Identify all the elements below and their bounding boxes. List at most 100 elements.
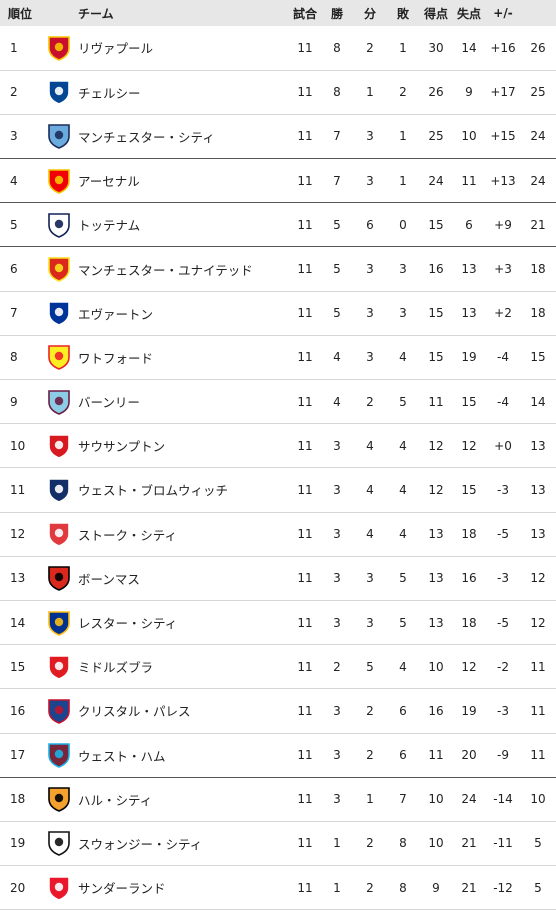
team-lost: 3 — [399, 306, 407, 321]
team-name[interactable]: バーンリー — [78, 395, 140, 411]
team-drawn: 3 — [366, 129, 374, 144]
team-drawn: 5 — [366, 659, 374, 674]
table-row[interactable]: 15 ミドルズブラ 11 2 5 4 10 12 -2 11 — [0, 645, 556, 689]
team-lost: 4 — [399, 438, 407, 453]
team-name[interactable]: ミドルズブラ — [78, 660, 154, 676]
team-name[interactable]: アーセナル — [78, 174, 140, 190]
table-row[interactable]: 9 バーンリー 11 4 2 5 11 15 -4 14 — [0, 380, 556, 424]
team-crest-cell — [40, 70, 78, 114]
stoke-city-crest-icon — [46, 521, 72, 548]
team-name[interactable]: サンダーランド — [78, 881, 166, 897]
team-goals-for: 26 — [428, 85, 444, 100]
header-goals-against[interactable]: 失点 — [456, 6, 481, 21]
table-row[interactable]: 11 ウェスト・ブロムウィッチ 11 3 4 4 12 15 -3 13 — [0, 468, 556, 513]
team-goals-for: 15 — [428, 217, 444, 232]
team-goals-for: 15 — [428, 350, 444, 365]
table-row[interactable]: 14 レスター・シティ 11 3 3 5 13 18 -5 12 — [0, 600, 556, 645]
team-name[interactable]: レスター・シティ — [78, 616, 178, 632]
team-goals-against: 10 — [461, 129, 477, 144]
table-row[interactable]: 12 ストーク・シティ 11 3 4 4 13 18 -5 13 — [0, 512, 556, 557]
team-name[interactable]: スウォンジー・シティ — [78, 836, 203, 852]
team-won: 4 — [333, 394, 341, 409]
team-name[interactable]: チェルシー — [78, 85, 141, 101]
team-goals-for: 10 — [428, 659, 444, 674]
team-played: 11 — [297, 438, 313, 453]
header-lost[interactable]: 敗 — [396, 6, 409, 21]
table-row[interactable]: 13 ボーンマス 11 3 3 5 13 16 -3 12 — [0, 556, 556, 601]
table-row[interactable]: 7 エヴァートン 11 5 3 3 15 13 +2 18 — [0, 291, 556, 336]
team-goals-for: 10 — [428, 836, 444, 851]
table-row[interactable]: 18 ハル・シティ 11 3 1 7 10 24 -14 10 — [0, 777, 556, 822]
table-row[interactable]: 16 クリスタル・パレス 11 3 2 6 16 19 -3 11 — [0, 689, 556, 733]
team-played: 11 — [297, 173, 313, 188]
team-lost: 5 — [399, 615, 407, 630]
team-goals-for: 16 — [428, 262, 444, 277]
team-name[interactable]: トッテナム — [78, 218, 141, 234]
team-lost: 4 — [399, 350, 407, 365]
table-row[interactable]: 1 リヴァプール 11 8 2 1 30 14 +16 26 — [0, 26, 556, 71]
header-points[interactable] — [520, 0, 556, 26]
team-name[interactable]: エヴァートン — [78, 306, 154, 322]
liverpool-crest-icon — [46, 35, 72, 61]
team-drawn: 3 — [366, 306, 374, 321]
header-goals-for[interactable]: 得点 — [423, 6, 448, 21]
table-row[interactable]: 6 マンチェスター・ユナイテッド 11 5 3 3 16 13 +3 18 — [0, 247, 556, 292]
team-won: 1 — [333, 880, 341, 895]
team-drawn: 2 — [366, 748, 374, 763]
header-won[interactable]: 勝 — [330, 6, 343, 21]
team-rank: 13 — [10, 571, 26, 586]
table-row[interactable]: 8 ワトフォード 11 4 3 4 15 19 -4 15 — [0, 335, 556, 380]
team-name[interactable]: サウサンプトン — [78, 439, 166, 455]
table-row[interactable]: 2 チェルシー 11 8 1 2 26 9 +17 25 — [0, 70, 556, 115]
team-name[interactable]: ウェスト・ハム — [78, 748, 166, 764]
table-row[interactable]: 20 サンダーランド 11 1 2 8 9 21 -12 5 — [0, 866, 556, 910]
team-goals-for: 13 — [428, 527, 444, 542]
team-rank: 6 — [10, 262, 18, 277]
team-lost: 1 — [399, 40, 407, 55]
team-goals-for: 25 — [428, 129, 444, 144]
team-goals-against: 11 — [461, 173, 477, 188]
team-won: 5 — [333, 217, 341, 232]
team-rank: 1 — [10, 40, 18, 55]
header-drawn[interactable]: 分 — [363, 6, 376, 21]
team-name[interactable]: マンチェスター・シティ — [78, 129, 215, 145]
table-row[interactable]: 5 トッテナム 11 5 6 0 15 6 +9 21 — [0, 203, 556, 247]
team-name[interactable]: クリスタル・パレス — [78, 704, 191, 720]
team-points: 15 — [530, 350, 546, 365]
team-goal-difference: +9 — [494, 217, 512, 232]
team-points: 26 — [530, 40, 546, 55]
team-goals-against: 19 — [461, 703, 477, 718]
table-row[interactable]: 3 マンチェスター・シティ 11 7 3 1 25 10 +15 24 — [0, 114, 556, 159]
team-played: 11 — [297, 703, 313, 718]
header-goal-difference[interactable]: +/- — [493, 6, 513, 20]
team-crest-cell — [40, 866, 78, 910]
everton-crest-icon — [46, 300, 72, 327]
header-team[interactable]: チーム — [78, 6, 114, 21]
team-name[interactable]: ボーンマス — [78, 571, 140, 587]
team-goals-for: 9 — [432, 880, 440, 895]
team-name[interactable]: マンチェスター・ユナイテッド — [78, 262, 253, 278]
team-won: 3 — [333, 615, 341, 630]
team-goals-against: 24 — [461, 792, 477, 807]
team-goal-difference: -3 — [497, 703, 509, 718]
team-rank: 3 — [10, 129, 18, 144]
table-row[interactable]: 4 アーセナル 11 7 3 1 24 11 +13 24 — [0, 159, 556, 203]
team-name[interactable]: ハル・シティ — [78, 792, 153, 808]
crystal-palace-crest-icon — [46, 698, 72, 724]
team-crest-cell — [40, 600, 78, 644]
team-name[interactable]: ウェスト・ブロムウィッチ — [78, 483, 229, 499]
team-rank: 18 — [10, 792, 26, 807]
team-played: 11 — [297, 836, 313, 851]
team-goal-difference: -9 — [497, 748, 509, 763]
header-played[interactable]: 試合 — [292, 6, 317, 21]
team-name[interactable]: リヴァプール — [78, 41, 154, 57]
team-name[interactable]: ワトフォード — [78, 350, 154, 366]
table-row[interactable]: 17 ウェスト・ハム 11 3 2 6 11 20 -9 11 — [0, 733, 556, 778]
table-row[interactable]: 10 サウサンプトン 11 3 4 4 12 12 +0 13 — [0, 424, 556, 468]
team-points: 14 — [530, 394, 546, 409]
team-name[interactable]: ストーク・シティ — [78, 527, 178, 543]
team-goals-against: 19 — [461, 350, 477, 365]
team-goals-against: 16 — [461, 571, 477, 586]
table-row[interactable]: 19 スウォンジー・シティ 11 1 2 8 10 21 -11 5 — [0, 821, 556, 866]
